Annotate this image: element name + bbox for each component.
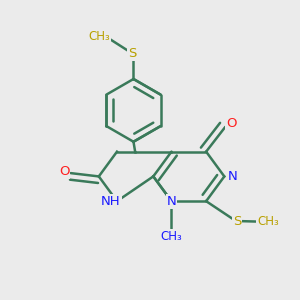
Text: O: O (59, 165, 69, 178)
Text: CH₃: CH₃ (160, 230, 182, 243)
Text: S: S (128, 47, 137, 60)
Text: N: N (227, 170, 237, 183)
Text: S: S (233, 215, 241, 229)
Text: CH₃: CH₃ (257, 215, 279, 228)
Text: N: N (167, 195, 176, 208)
Text: NH: NH (101, 195, 121, 208)
Text: CH₃: CH₃ (88, 30, 110, 43)
Text: O: O (226, 117, 236, 130)
